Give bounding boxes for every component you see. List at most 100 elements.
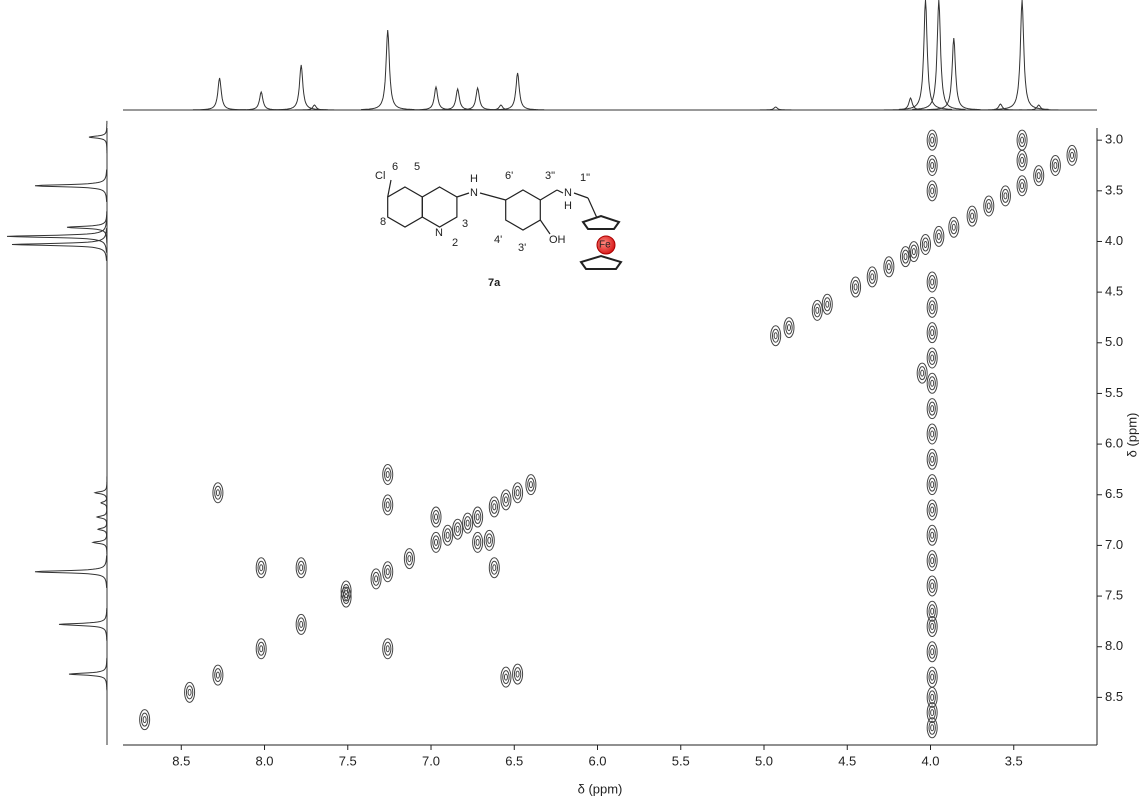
contour — [445, 531, 450, 539]
contour — [918, 366, 926, 381]
contour — [903, 253, 908, 261]
contour — [473, 535, 482, 550]
projection-peak — [34, 555, 108, 588]
contour — [928, 158, 936, 173]
cross-peak — [926, 550, 938, 572]
contour — [930, 582, 935, 590]
y-tick-label: 8.5 — [1105, 689, 1123, 704]
bond — [573, 192, 589, 199]
cross-peak — [933, 225, 945, 247]
contour — [384, 467, 392, 482]
ring — [421, 186, 458, 228]
projection-peak — [927, 37, 981, 111]
y-tick-label: 6.0 — [1105, 436, 1123, 451]
contour — [930, 648, 935, 656]
atom-label: 3' — [518, 242, 526, 254]
contour — [928, 401, 936, 416]
contour — [372, 571, 380, 586]
contour — [930, 481, 935, 489]
projection-peak — [11, 228, 107, 261]
contour — [928, 350, 936, 365]
contour — [923, 241, 928, 249]
projection-peak — [58, 608, 108, 641]
projection-peak — [409, 85, 463, 111]
cross-peak — [926, 322, 938, 344]
contour — [485, 533, 493, 548]
bond — [539, 189, 558, 201]
cross-peak — [926, 154, 938, 176]
atom-label: Cl — [375, 170, 385, 182]
y-tick-label: 5.0 — [1105, 334, 1123, 349]
atom-label: N — [564, 187, 572, 199]
contour — [928, 502, 936, 517]
x-tick-label: 8.0 — [255, 753, 273, 768]
plot-area: 8.5 8.0 7.5 7.0 6.5 6.0 5.5 5.0 4.5 4.0 3.5 3.0 3.5 4… — [123, 128, 1123, 768]
cross-peak — [442, 524, 454, 546]
cross-peak — [430, 531, 442, 553]
cross-peak — [295, 557, 307, 579]
contour — [407, 555, 412, 563]
contour — [140, 712, 149, 727]
cross-peak — [525, 474, 537, 496]
contour — [443, 528, 452, 543]
contour — [910, 244, 918, 259]
contour — [503, 673, 508, 681]
projection-peak — [1012, 104, 1066, 111]
cross-peak — [488, 557, 500, 579]
x-tick-label: 6.5 — [505, 753, 523, 768]
contour — [886, 263, 891, 271]
contour — [928, 452, 936, 467]
cross-peak — [866, 266, 878, 288]
cross-peak — [500, 666, 512, 688]
y-axis-label: δ (ppm) — [1124, 413, 1139, 458]
contour — [930, 303, 935, 311]
projection-peak — [91, 526, 108, 559]
cross-peak — [370, 568, 382, 590]
cross-peak — [382, 638, 394, 660]
atom-label: 4' — [494, 234, 502, 246]
contour — [930, 607, 935, 615]
projection-peak — [66, 211, 108, 244]
contour — [930, 673, 935, 681]
cross-peak — [983, 195, 995, 217]
contour — [297, 560, 305, 575]
contour — [930, 187, 935, 195]
x-tick-label: 7.0 — [422, 753, 440, 768]
cross-peak — [908, 241, 920, 263]
cross-peak — [920, 234, 932, 256]
contour — [930, 136, 935, 144]
cross-peak — [811, 299, 823, 321]
contour — [257, 560, 265, 575]
cross-peak — [926, 499, 938, 521]
contour — [502, 670, 510, 685]
cross-peak — [770, 325, 782, 347]
atom-label: 8 — [380, 216, 386, 228]
contour — [342, 584, 350, 599]
projection-peak — [491, 72, 545, 111]
contour — [490, 560, 498, 575]
contour — [1001, 188, 1010, 203]
cp-ring — [581, 214, 621, 230]
ring — [505, 189, 541, 231]
cross-peak — [472, 531, 484, 553]
projection-peak — [6, 220, 107, 253]
contour — [215, 489, 220, 497]
contour — [930, 709, 935, 717]
contour — [928, 705, 936, 720]
cross-peak — [926, 347, 938, 369]
cross-peak — [403, 548, 415, 570]
bond — [387, 179, 392, 198]
x-tick-label: 8.5 — [172, 753, 190, 768]
atom-label: 2 — [452, 237, 458, 249]
contour — [930, 354, 935, 362]
contour — [786, 324, 791, 332]
x-tick-label: 6.0 — [588, 753, 606, 768]
top-projection — [123, 0, 1097, 111]
contour — [453, 522, 462, 537]
contour — [950, 220, 958, 235]
cross-peak — [926, 372, 938, 394]
cross-peak — [926, 296, 938, 318]
y-tick-label: 3.0 — [1105, 132, 1123, 147]
